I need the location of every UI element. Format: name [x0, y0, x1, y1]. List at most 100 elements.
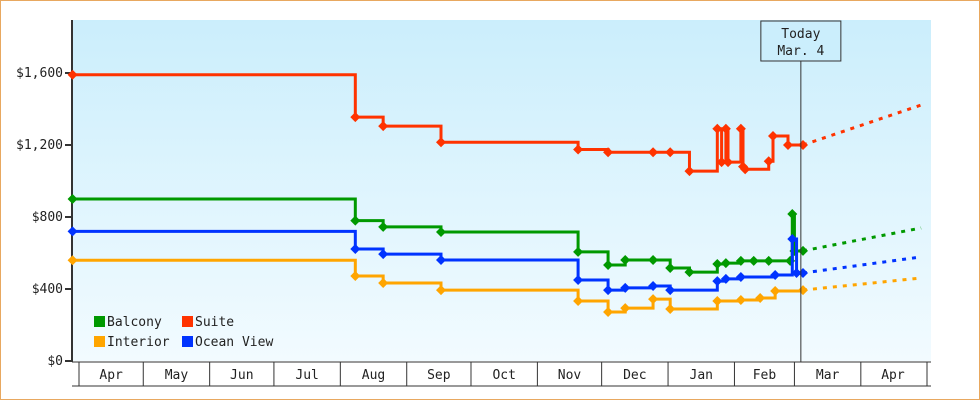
data-point: [573, 246, 584, 257]
data-point: [648, 280, 659, 291]
data-point: [648, 147, 659, 158]
data-point: [712, 296, 723, 307]
data-point: [712, 258, 723, 269]
data-point: [735, 271, 746, 282]
month-label: Apr: [881, 368, 905, 383]
series-suite: [67, 69, 922, 177]
month-label: Oct: [492, 368, 515, 383]
data-point: [378, 221, 389, 232]
month-label: Jan: [690, 368, 713, 383]
legend-label: Interior: [107, 335, 170, 350]
month-label: Feb: [753, 368, 777, 383]
data-point: [770, 285, 781, 296]
data-point: [435, 255, 446, 266]
month-label: Dec: [623, 368, 646, 383]
data-point: [755, 293, 766, 303]
data-point: [763, 156, 774, 167]
data-point: [67, 255, 78, 266]
data-point: [378, 121, 389, 132]
data-point: [378, 249, 389, 260]
data-point: [665, 303, 676, 314]
data-point: [665, 147, 676, 158]
today-label-box: [760, 20, 842, 62]
plot-area: [72, 20, 931, 361]
data-point: [716, 157, 727, 168]
data-point: [770, 269, 781, 280]
data-point: [684, 267, 695, 278]
y-tick-label: $1,200: [16, 138, 63, 153]
data-point: [665, 262, 676, 273]
today-marker: Today Mar. 4: [760, 20, 842, 362]
legend-swatch: [94, 316, 105, 327]
data-point: [603, 285, 614, 296]
y-tick-label: $0: [47, 354, 63, 369]
month-label: Jul: [295, 368, 318, 383]
month-label: Mar: [816, 368, 840, 383]
data-point: [712, 276, 723, 287]
data-point: [787, 233, 798, 244]
month-label: Apr: [99, 368, 123, 383]
data-point: [720, 273, 731, 284]
y-axis: $0 $400 $800 $1,200 $1,600: [16, 20, 73, 369]
legend-label: Balcony: [107, 315, 162, 330]
data-point: [740, 164, 751, 175]
data-point: [791, 267, 802, 278]
month-label: Sep: [427, 368, 451, 383]
data-point: [603, 147, 614, 158]
month-label: Jun: [230, 368, 253, 383]
data-point: [748, 255, 759, 266]
data-point: [378, 278, 389, 289]
data-point: [648, 294, 659, 305]
data-point: [435, 285, 446, 296]
series-interior: [67, 255, 922, 318]
month-label: Aug: [362, 368, 385, 383]
data-point: [768, 131, 779, 141]
legend-label: Suite: [195, 315, 234, 330]
data-point: [573, 296, 584, 307]
data-point: [735, 294, 746, 305]
data-point: [350, 112, 361, 123]
legend-swatch: [182, 336, 193, 347]
data-point: [735, 255, 746, 266]
data-point: [573, 275, 584, 285]
data-point: [603, 260, 614, 271]
data-point: [723, 157, 734, 168]
data-point: [603, 307, 614, 318]
series-group: [67, 69, 922, 318]
data-point: [720, 123, 731, 134]
data-point: [787, 208, 798, 219]
data-point: [350, 215, 361, 226]
today-date: Mar. 4: [777, 44, 824, 59]
data-point: [620, 303, 631, 314]
data-point: [350, 271, 361, 282]
month-label: May: [165, 368, 189, 383]
x-axis: Apr May Jun Jul Aug Sep Oct Nov Dec Jan Feb Mar Apr: [72, 361, 931, 387]
data-point: [763, 255, 774, 266]
data-point: [735, 123, 746, 134]
data-point: [712, 123, 723, 134]
data-point: [684, 166, 695, 177]
data-point: [435, 226, 446, 237]
data-point: [665, 285, 676, 296]
legend-label: Ocean View: [195, 335, 273, 350]
today-label: Today: [781, 27, 820, 42]
month-label: Nov: [558, 368, 582, 383]
data-point: [67, 226, 78, 237]
y-tick-label: $800: [32, 210, 63, 225]
data-point: [573, 144, 584, 155]
data-point: [648, 255, 659, 266]
data-point: [620, 282, 631, 293]
legend-swatch: [94, 336, 105, 347]
data-point: [67, 194, 78, 204]
data-point: [620, 255, 631, 266]
y-tick-label: $400: [32, 282, 63, 297]
data-point: [67, 69, 78, 80]
data-point: [783, 140, 794, 150]
projection-line: [802, 103, 922, 147]
projection-line: [802, 226, 922, 253]
y-tick-label: $1,600: [16, 66, 63, 81]
data-point: [350, 244, 361, 255]
data-point: [435, 137, 446, 148]
